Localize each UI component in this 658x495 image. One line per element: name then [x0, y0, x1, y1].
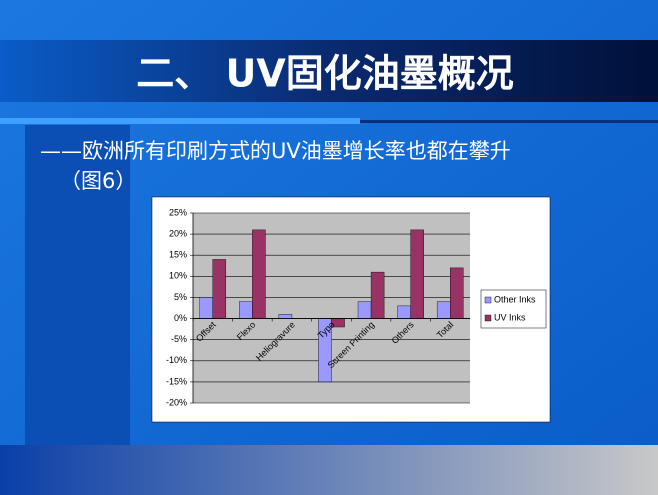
legend-label: Other Inks: [494, 294, 536, 304]
y-tick-label: 25%: [169, 207, 187, 217]
footer-band: [0, 445, 658, 495]
slide-title: 二、 UV固化油墨概况: [136, 52, 514, 96]
subtitle: （图6）: [60, 169, 136, 193]
bar: [357, 301, 372, 319]
subtitle: ——欧洲所有印刷方式的UV油墨增长率也都在攀升: [40, 139, 511, 163]
bar: [239, 301, 253, 319]
bar: [212, 259, 227, 319]
y-tick-label: 15%: [169, 250, 187, 260]
side-strip: [25, 125, 130, 445]
y-tick-label: -10%: [166, 355, 187, 365]
bar: [410, 229, 424, 319]
legend-swatch: [484, 296, 492, 304]
y-tick-label: 20%: [169, 228, 187, 238]
rule: [0, 118, 360, 124]
bar: [278, 314, 293, 319]
rule: [360, 120, 658, 123]
legend-swatch: [484, 314, 492, 322]
bar: [436, 301, 451, 319]
bar: [252, 229, 266, 319]
bar: [199, 297, 213, 319]
y-tick-label: 5%: [174, 292, 187, 302]
y-tick-label: -20%: [166, 397, 187, 407]
y-tick-label: 0%: [174, 313, 187, 323]
title-band: [0, 40, 658, 102]
bar: [370, 271, 385, 319]
legend-label: UV Inks: [494, 312, 526, 322]
bar: [450, 267, 464, 319]
legend-box: [480, 289, 547, 329]
bar: [397, 305, 411, 319]
y-tick-label: 10%: [169, 271, 187, 281]
y-tick-label: -15%: [166, 376, 187, 386]
y-tick-label: -5%: [171, 334, 187, 344]
